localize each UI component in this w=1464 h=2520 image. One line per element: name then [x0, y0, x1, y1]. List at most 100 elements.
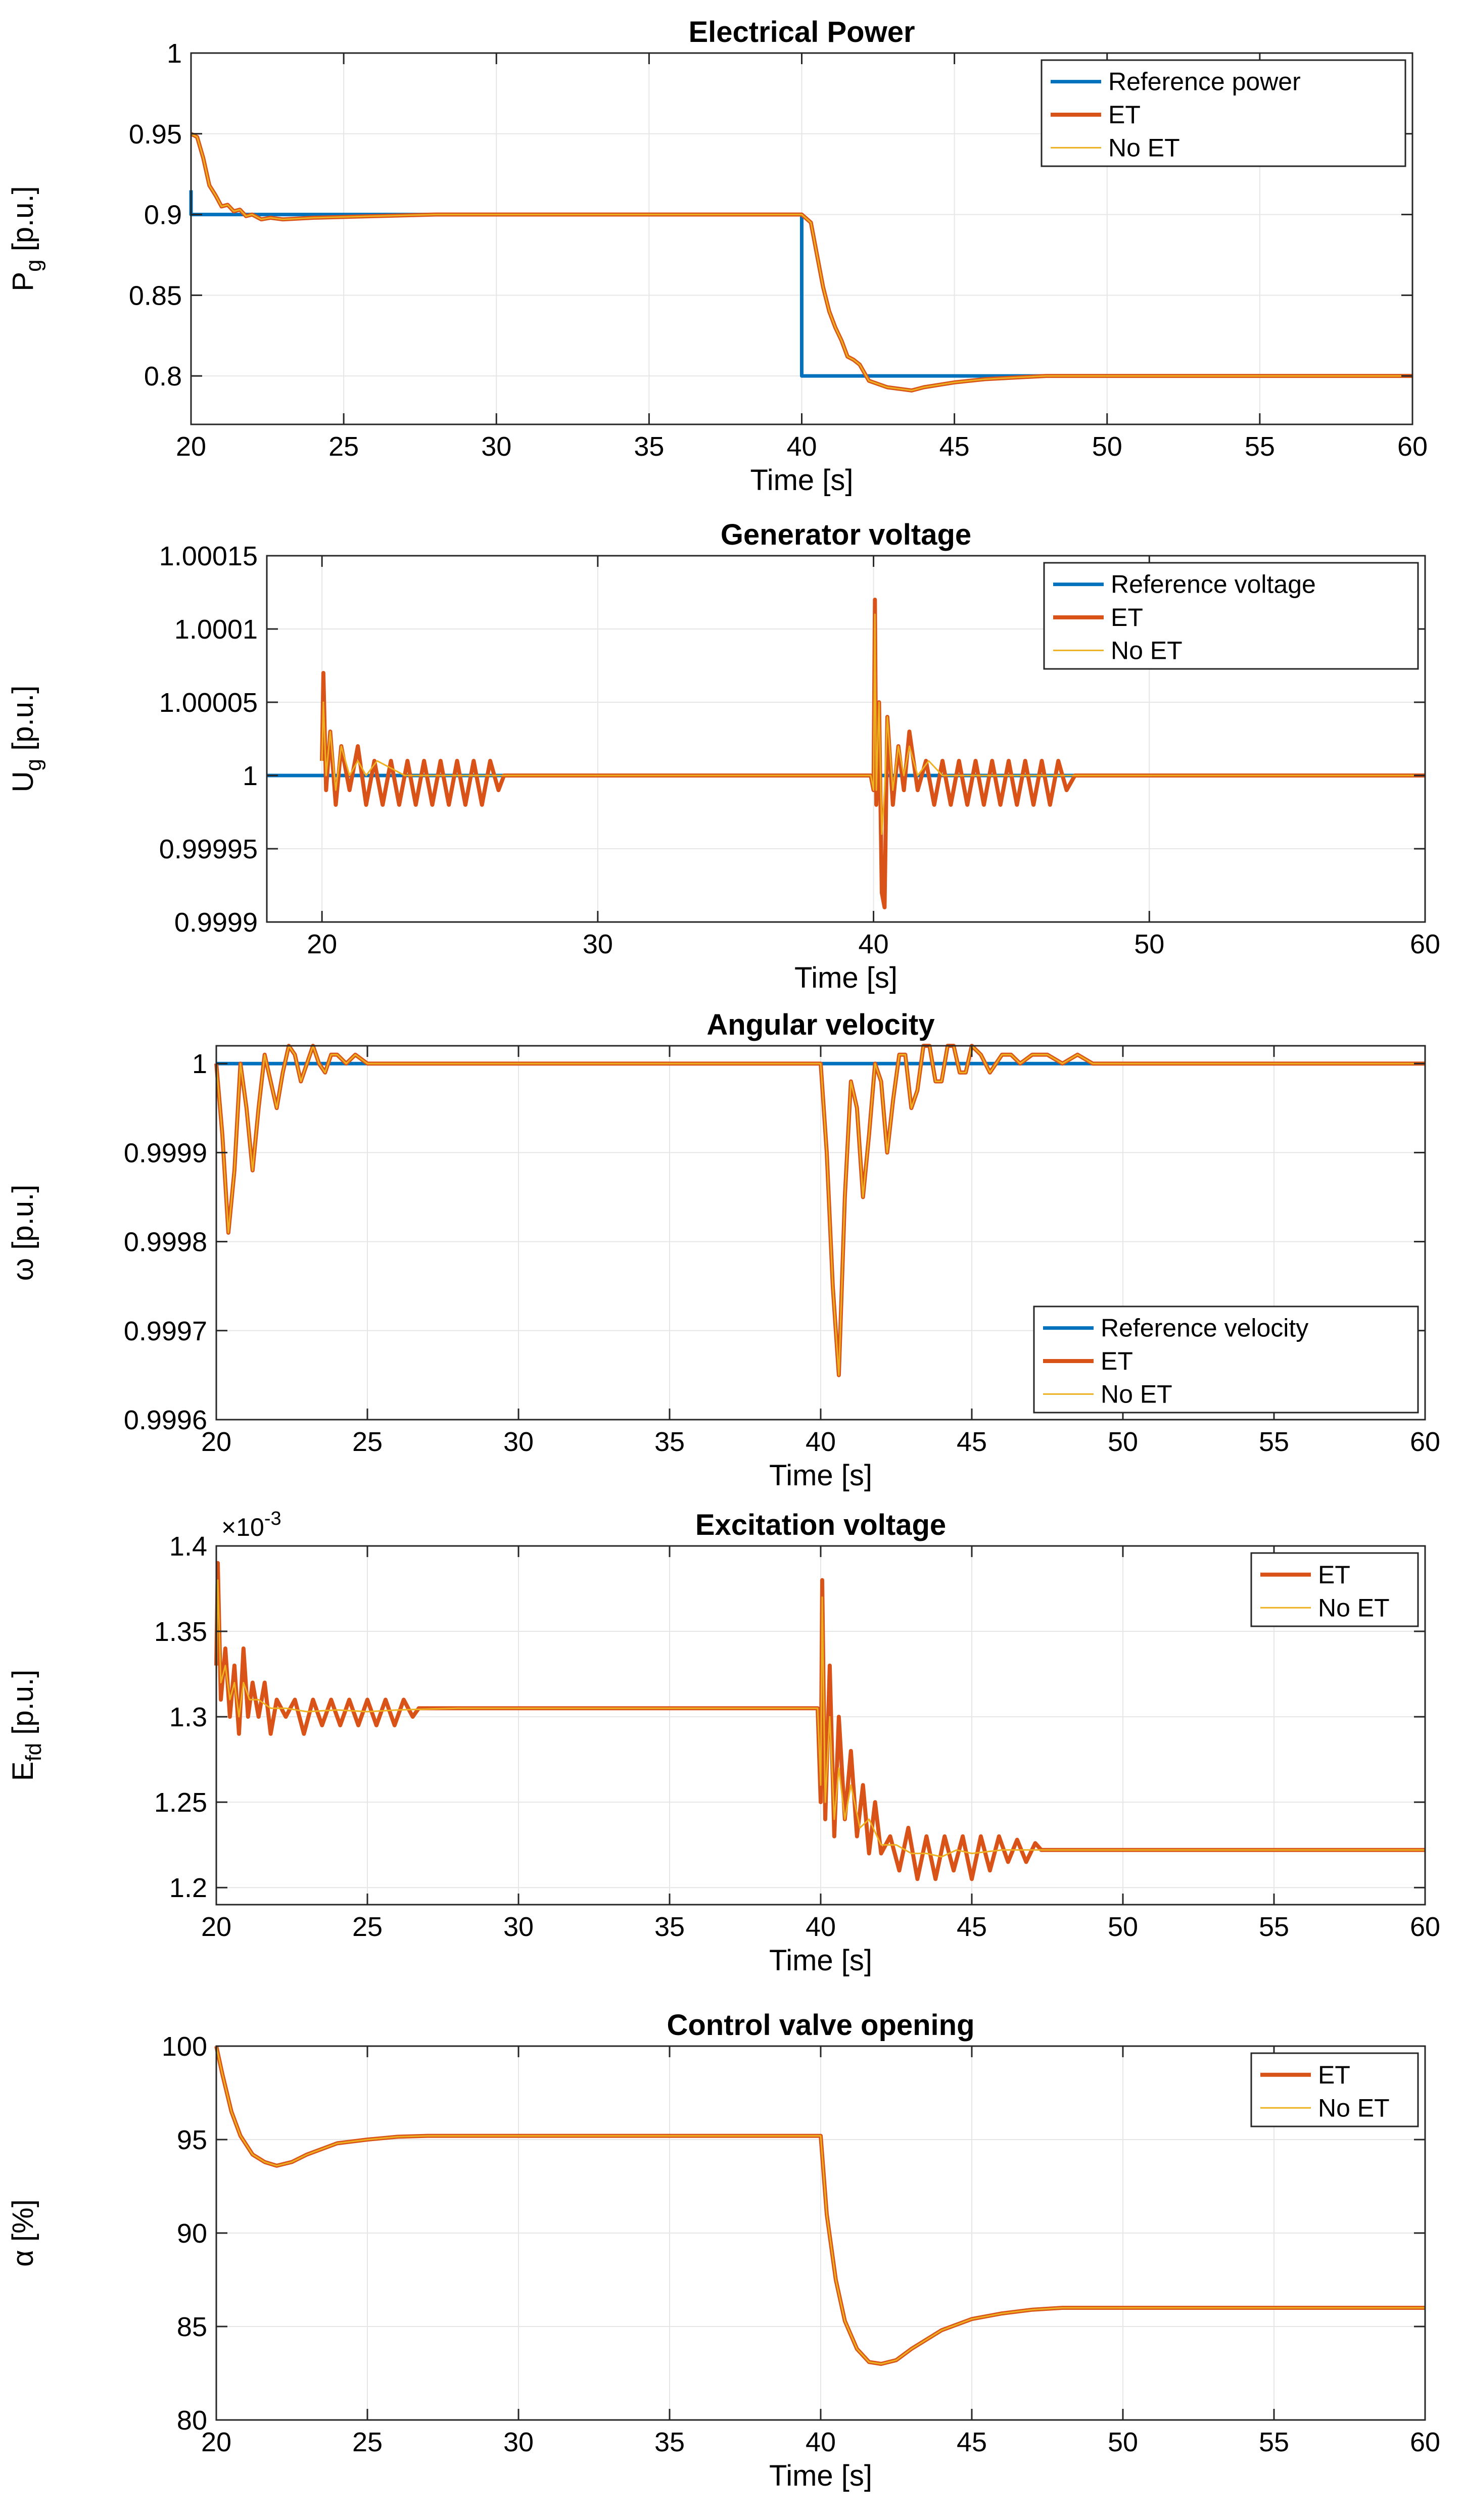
legend: Reference power ET No ET — [1041, 59, 1406, 167]
y-tick-label: 0.9999 — [174, 907, 258, 938]
legend: ET No ET — [1250, 1552, 1419, 1627]
x-tick-label: 30 — [481, 431, 511, 462]
chart-panel-4: 20 25 30 35 40 45 50 55 60 1.2 1.25 1.3 1.35 1.4 Excit… — [7, 1508, 1440, 1977]
x-tick-label: 35 — [634, 431, 664, 462]
x-axis-label: Time [s] — [769, 1944, 872, 1977]
x-tick-label: 20 — [201, 1427, 231, 1457]
legend-box — [1033, 1305, 1419, 1414]
y-tick-label: 1.0001 — [174, 614, 258, 645]
x-tick-label: 40 — [859, 929, 889, 959]
x-tick-label: 35 — [654, 1912, 685, 1942]
legend-label: ET — [1111, 603, 1143, 632]
series-line-no-et — [191, 133, 1412, 392]
y-tick-label: 1 — [192, 1049, 207, 1079]
x-tick-label: 45 — [957, 1427, 987, 1457]
x-tick-label: 55 — [1259, 2427, 1289, 2457]
x-tick-label: 55 — [1259, 1427, 1289, 1457]
y-tick-label: 0.9997 — [124, 1316, 207, 1346]
x-tick-label: 20 — [201, 2427, 231, 2457]
x-tick-label: 55 — [1245, 431, 1275, 462]
x-tick-label: 20 — [201, 1912, 231, 1942]
x-tick-label: 35 — [654, 1427, 685, 1457]
x-tick-label: 60 — [1397, 431, 1428, 462]
y-axis-label: Pg [p.u.] — [7, 186, 46, 291]
series-line-et — [214, 1561, 1425, 1881]
x-tick-label: 25 — [352, 1912, 383, 1942]
chart-title: Electrical Power — [688, 16, 915, 49]
legend-box — [1250, 2052, 1419, 2127]
x-tick-label: 50 — [1108, 1912, 1138, 1942]
x-tick-label: 40 — [806, 1912, 836, 1942]
x-tick-label: 25 — [328, 431, 359, 462]
y-tick-label: 0.9999 — [124, 1138, 207, 1168]
x-axis-label: Time [s] — [769, 1459, 872, 1492]
x-tick-label: 50 — [1108, 2427, 1138, 2457]
y-tick-label: 95 — [177, 2125, 207, 2155]
chart-title: Generator voltage — [721, 518, 971, 551]
chart-panel-1: 20 25 30 35 40 45 50 55 60 0.8 0.85 0.9 0.95 1 Electri… — [7, 16, 1428, 497]
axes-box — [266, 555, 1426, 923]
x-tick-label: 60 — [1410, 2427, 1440, 2457]
legend-label: No ET — [1111, 636, 1183, 664]
series-line-et — [320, 598, 1425, 909]
x-tick-label: 30 — [583, 929, 613, 959]
series-line-no-et — [215, 2046, 1425, 2365]
x-tick-label: 30 — [503, 1912, 534, 1942]
legend-label: Reference power — [1108, 68, 1301, 96]
x-tick-label: 45 — [939, 431, 970, 462]
y-tick-label: 85 — [177, 2312, 207, 2342]
y-tick-label: 0.8 — [144, 361, 182, 392]
axis-multiplier: ×10-3 — [221, 1508, 281, 1541]
legend-box — [1041, 59, 1406, 167]
legend-label: ET — [1318, 1561, 1350, 1589]
y-tick-label: 1.35 — [154, 1617, 207, 1647]
chart-panel-2: 20 30 40 50 60 0.9999 0.99995 1 1.00005 1.0001 1.0… — [7, 518, 1440, 994]
y-tick-label: 0.95 — [129, 119, 182, 150]
x-tick-label: 50 — [1108, 1427, 1138, 1457]
y-tick-label: 80 — [177, 2405, 207, 2436]
x-axis-label: Time [s] — [769, 2459, 872, 2492]
series-line-no-et — [215, 1579, 1425, 1858]
legend: Reference voltage ET No ET — [1043, 562, 1419, 670]
legend-label: No ET — [1318, 1593, 1390, 1622]
legend: ET No ET — [1250, 2052, 1419, 2127]
y-tick-label: 1.4 — [169, 1531, 207, 1562]
series-line-no-et — [321, 613, 1425, 835]
y-tick-label: 1.25 — [154, 1787, 207, 1818]
legend-label: ET — [1318, 2061, 1350, 2089]
x-tick-label: 25 — [352, 2427, 383, 2457]
y-tick-label: 1.3 — [169, 1702, 207, 1732]
x-tick-label: 45 — [957, 2427, 987, 2457]
y-tick-label: 1.00015 — [159, 541, 258, 571]
legend-label: Reference voltage — [1111, 570, 1316, 599]
x-tick-label: 20 — [176, 431, 206, 462]
chart-title: Angular velocity — [706, 1008, 934, 1041]
x-tick-label: 45 — [957, 1912, 987, 1942]
y-tick-label: 0.85 — [129, 280, 182, 311]
x-axis-label: Time [s] — [794, 961, 898, 994]
y-tick-label: 1 — [243, 761, 258, 791]
chart-panel-5: 20 25 30 35 40 45 50 55 60 80 85 90 95 100 Control val… — [7, 2009, 1440, 2492]
y-tick-label: 1.2 — [169, 1873, 207, 1903]
x-tick-label: 20 — [307, 929, 337, 959]
y-tick-label: 100 — [162, 2031, 207, 2062]
x-tick-label: 35 — [654, 2427, 685, 2457]
y-tick-label: 0.9996 — [124, 1405, 207, 1435]
y-tick-label: 0.9 — [144, 200, 182, 230]
y-tick-label: 0.99995 — [159, 834, 258, 864]
legend-label: No ET — [1108, 133, 1180, 162]
series-line-no-et — [215, 1045, 1425, 1376]
x-tick-label: 60 — [1410, 1427, 1440, 1457]
legend-label: No ET — [1101, 1380, 1172, 1408]
x-tick-label: 25 — [352, 1427, 383, 1457]
x-axis-label: Time [s] — [750, 464, 853, 497]
y-axis-label: ω [p.u.] — [7, 1185, 39, 1281]
y-tick-label: 1 — [167, 38, 182, 69]
x-tick-label: 50 — [1134, 929, 1164, 959]
legend-box — [1043, 562, 1419, 670]
legend-box — [1250, 1552, 1419, 1627]
x-tick-label: 60 — [1410, 929, 1440, 959]
chart-panel-3: 20 25 30 35 40 45 50 55 60 0.9996 0.9997 0.9998 0.99… — [7, 1008, 1440, 1492]
y-tick-label: 0.9998 — [124, 1227, 207, 1257]
y-axis-label: Efd [p.u.] — [7, 1670, 46, 1781]
